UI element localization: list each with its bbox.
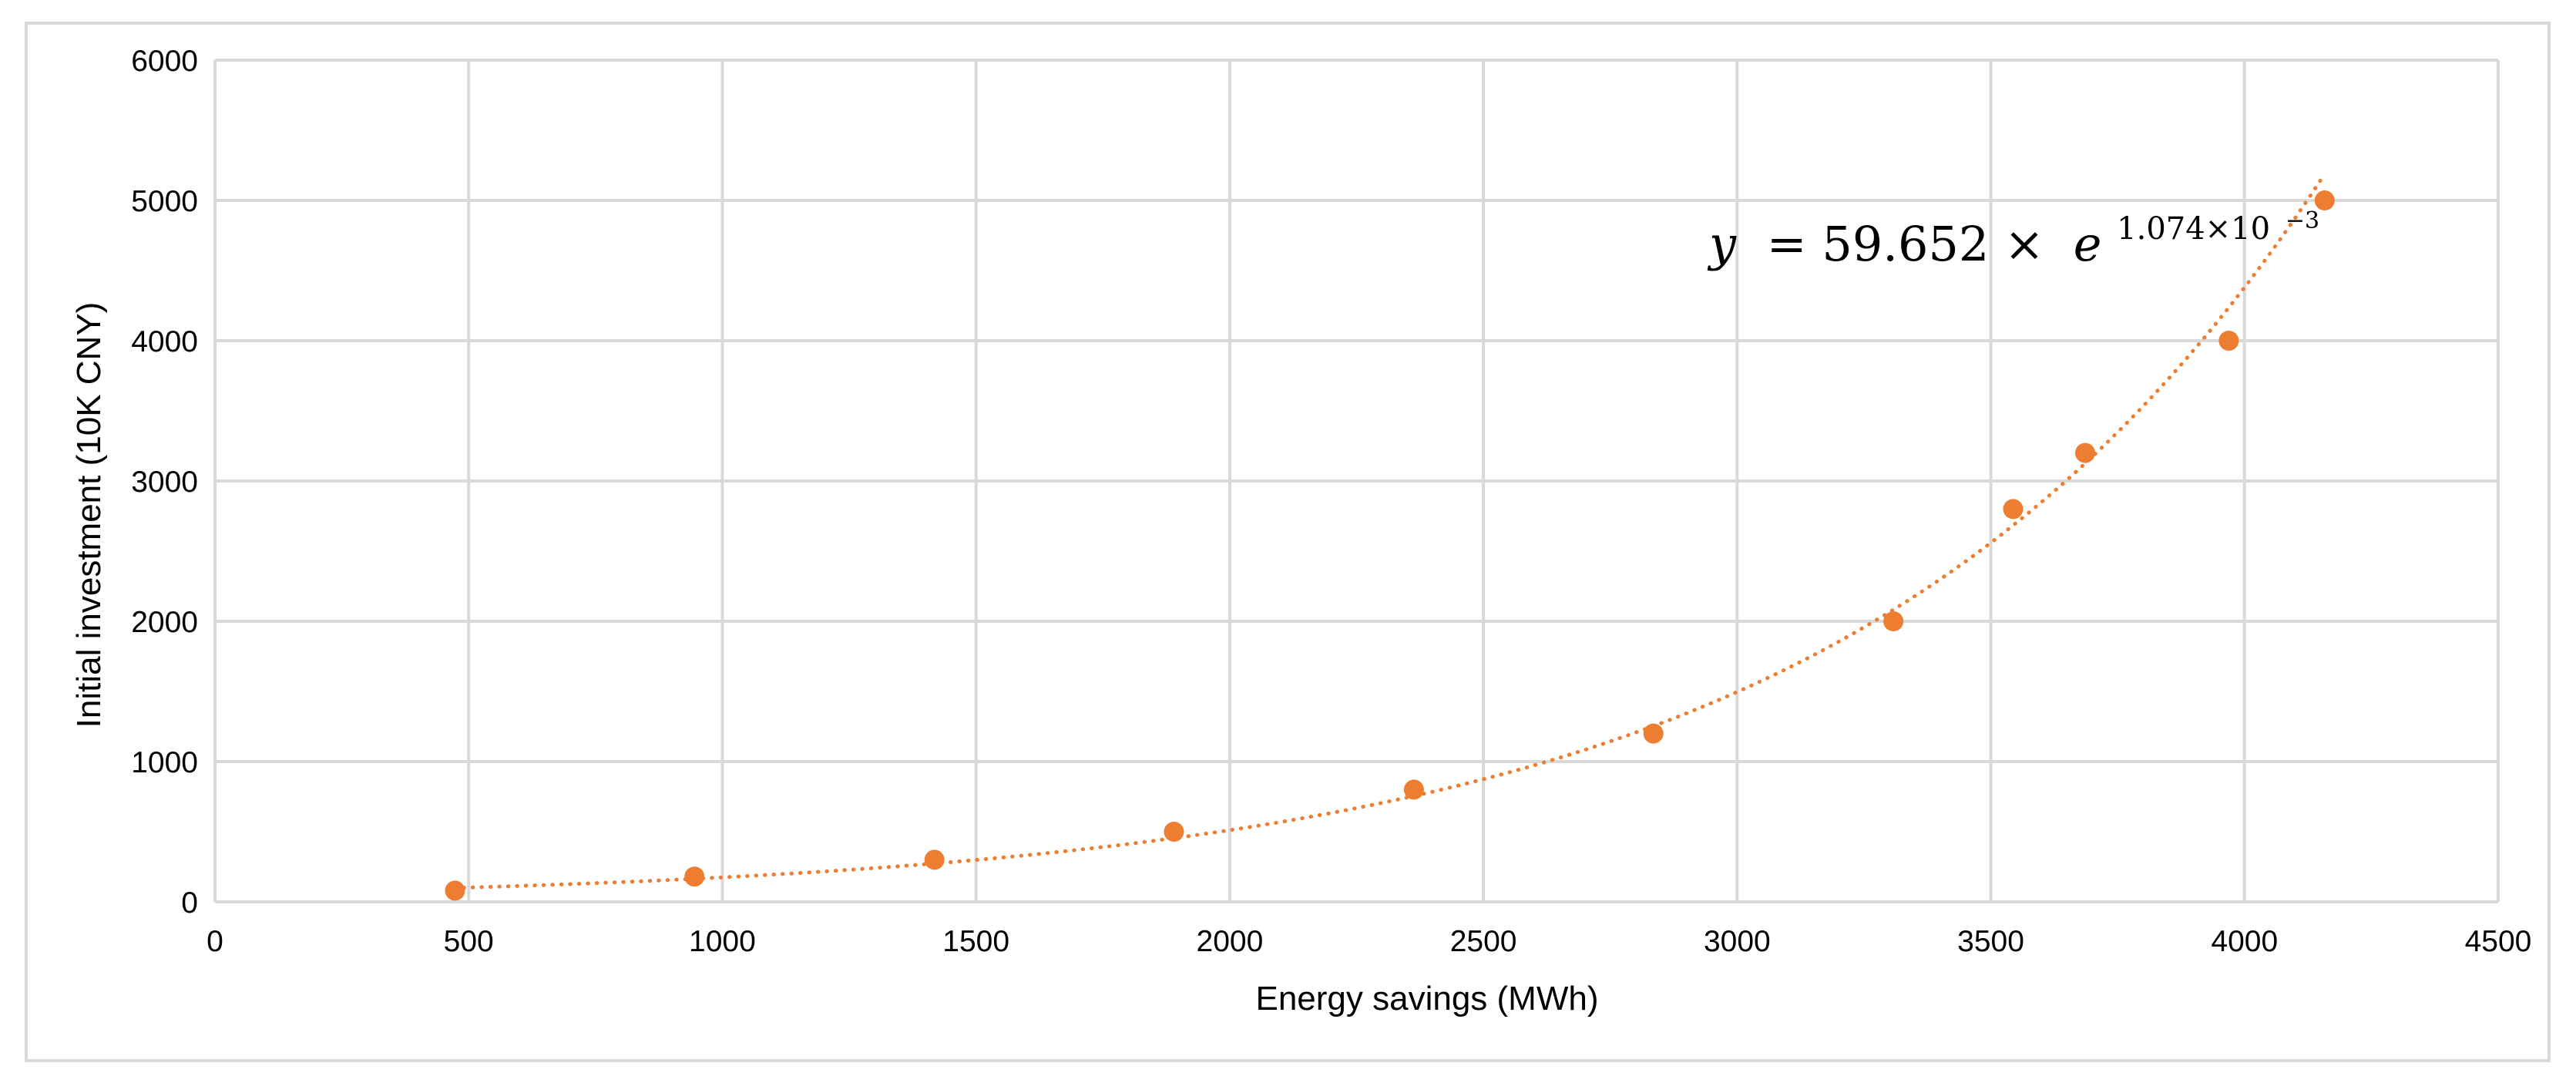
y-tick-label: 5000 [131,185,198,218]
equation-exponent: 1.074×10 [2117,211,2270,247]
y-axis-title: Initial investment (10K CNY) [70,302,108,728]
equation-exponent-power: −3 [2285,207,2319,234]
data-point [924,849,945,870]
y-tick-label: 2000 [131,606,198,639]
x-tick-label: 4500 [2465,925,2532,958]
data-point [1883,611,1904,631]
data-point [684,866,705,887]
grid [213,59,2500,903]
data-point [2003,499,2024,520]
data-point [2075,442,2096,463]
x-tick-label: 3000 [1704,925,1771,958]
tick-labels: 0 500 1000 1500 2000 2500 3000 3500 4000 4500 0 100… [131,45,2531,958]
data-point [1643,723,1664,744]
y-tick-label: 1000 [131,746,198,779]
x-tick-label: 4000 [2211,925,2278,958]
x-tick-label: 500 [444,925,494,958]
equation-base: e [2074,216,2102,272]
x-tick-label: 2000 [1197,925,1264,958]
y-tick-label: 6000 [131,45,198,78]
y-tick-label: 4000 [131,325,198,358]
equation-lhs: y [1707,216,1737,272]
trendline-equation: y = 59.652 × e 1.074×10 −3 [1707,194,2319,272]
x-axis-title: Energy savings (MWh) [1255,980,1598,1017]
data-point [2314,190,2335,210]
x-tick-label: 2500 [1450,925,1517,958]
x-tick-label: 3500 [1957,925,2024,958]
data-point [1403,779,1424,800]
data-point [2218,331,2239,351]
x-tick-label: 0 [207,925,223,958]
data-point [1164,822,1184,842]
y-tick-label: 3000 [131,466,198,499]
x-tick-label: 1500 [942,925,1009,958]
data-points [445,190,2335,901]
equation-coefficient: = 59.652 × [1767,216,2044,272]
x-tick-label: 1000 [689,925,756,958]
y-tick-label: 0 [181,886,198,920]
trendline [452,172,2327,890]
data-point [445,880,465,901]
